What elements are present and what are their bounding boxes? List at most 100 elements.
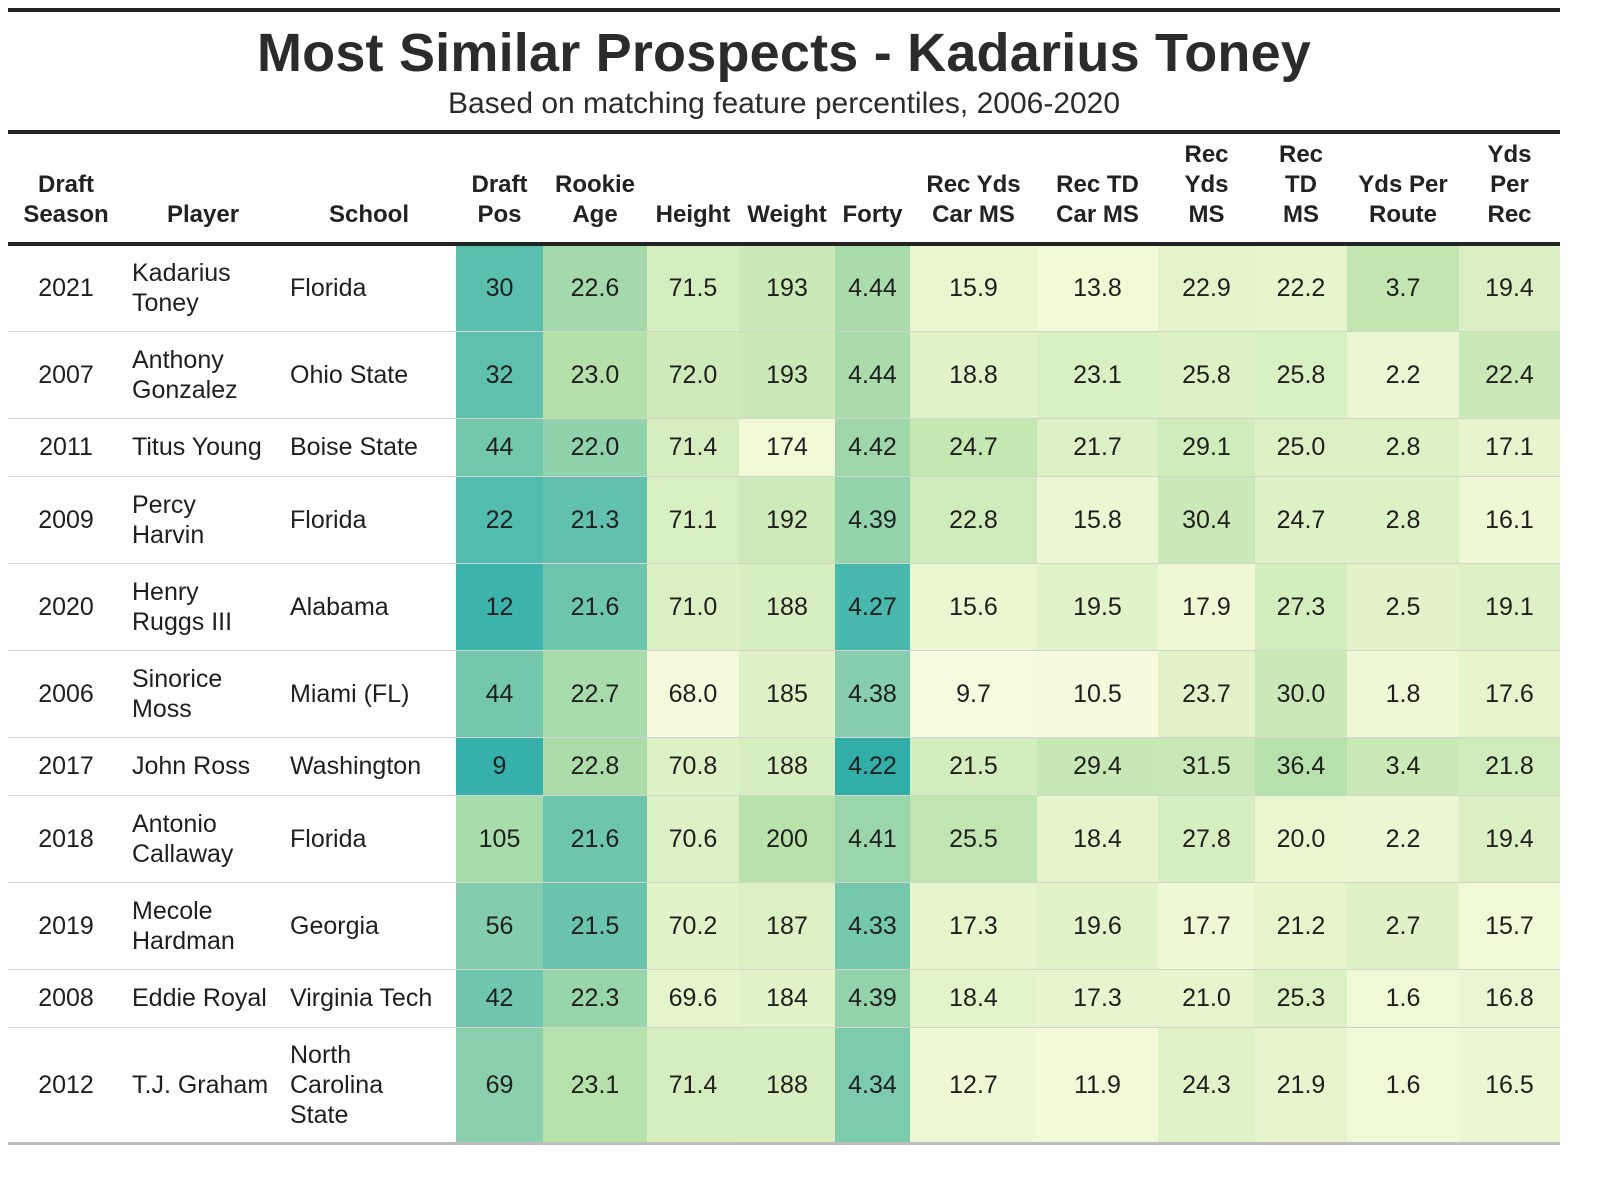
cell-yds-per-route: 2.2 [1347, 795, 1459, 883]
table-row: 2017 John Ross Washington 9 22.8 70.8 188 4.22 2… [8, 737, 1560, 796]
cell-rec-td-car-ms: 13.8 [1037, 244, 1158, 332]
column-header-line: Rec [1184, 141, 1229, 168]
column-header-rec-yds-car-ms: Rec Yds Car MS [910, 134, 1037, 246]
cell-weight: 192 [739, 476, 835, 564]
header-rule [8, 130, 1560, 134]
cell-height: 71.4 [647, 418, 739, 477]
cell-school: Georgia [282, 882, 456, 970]
cell-forty: 4.42 [835, 418, 910, 477]
school-line: Florida [290, 274, 367, 303]
cell-rookie-age: 22.8 [543, 737, 647, 796]
player-line: T.J. Graham [132, 1070, 269, 1099]
column-header-season: Draft Season [8, 134, 124, 246]
cell-rec-yds-car-ms: 15.6 [910, 563, 1037, 651]
cell-height: 69.6 [647, 969, 739, 1028]
table-row: 2018 Antonio Callaway Florida 105 21.6 70.6 200… [8, 795, 1560, 883]
cell-rec-td-ms: 27.3 [1255, 563, 1347, 651]
cell-school: Alabama [282, 563, 456, 651]
cell-yds-per-route: 3.4 [1347, 737, 1459, 796]
cell-rec-td-ms: 25.0 [1255, 418, 1347, 477]
player-line: Hardman [132, 926, 235, 955]
cell-player: Henry Ruggs III [124, 563, 282, 651]
column-header-line: Rec TD [1056, 171, 1139, 198]
player-line: Kadarius [132, 259, 231, 288]
player-line: Harvin [132, 520, 205, 549]
cell-forty: 4.22 [835, 737, 910, 796]
column-header-line: Draft [37, 171, 94, 198]
cell-yds-per-rec: 17.1 [1459, 418, 1560, 477]
cell-height: 71.5 [647, 244, 739, 332]
cell-school: Virginia Tech [282, 969, 456, 1028]
school-line: Alabama [290, 592, 389, 621]
cell-rec-td-car-ms: 17.3 [1037, 969, 1158, 1028]
school-line: Florida [290, 824, 367, 853]
cell-yds-per-route: 1.8 [1347, 650, 1459, 738]
cell-draft-pos: 44 [456, 650, 543, 738]
table-row: 2012 T.J. Graham North Carolina State 69 23.1 7… [8, 1027, 1560, 1145]
table-row: 2020 Henry Ruggs III Alabama 12 21.6 71.0 188 4.… [8, 563, 1560, 651]
cell-draft-pos: 32 [456, 331, 543, 419]
player-line: Mecole [132, 896, 213, 925]
cell-season: 2020 [8, 563, 124, 651]
cell-rec-td-ms: 22.2 [1255, 244, 1347, 332]
chart-title: Most Similar Prospects - Kadarius Toney [256, 23, 1312, 83]
cell-player: Eddie Royal [124, 969, 282, 1028]
column-header-line: Yds [1487, 141, 1532, 168]
cell-player: Mecole Hardman [124, 882, 282, 970]
cell-weight: 193 [739, 331, 835, 419]
cell-rec-yds-car-ms: 21.5 [910, 737, 1037, 796]
player-line: Moss [132, 694, 192, 723]
cell-rec-yds-car-ms: 12.7 [910, 1027, 1037, 1145]
column-header-line: MS [1283, 201, 1319, 228]
cell-season: 2008 [8, 969, 124, 1028]
cell-rec-td-ms: 24.7 [1255, 476, 1347, 564]
column-header-line: Yds [1184, 171, 1229, 198]
cell-weight: 188 [739, 737, 835, 796]
player-line: Toney [132, 289, 199, 318]
cell-rec-yds-ms: 22.9 [1158, 244, 1255, 332]
column-header-line: Player [166, 201, 240, 228]
cell-forty: 4.33 [835, 882, 910, 970]
cell-season: 2009 [8, 476, 124, 564]
cell-rec-td-ms: 20.0 [1255, 795, 1347, 883]
cell-rec-td-car-ms: 19.6 [1037, 882, 1158, 970]
cell-weight: 184 [739, 969, 835, 1028]
cell-player: T.J. Graham [124, 1027, 282, 1145]
cell-rec-td-ms: 21.2 [1255, 882, 1347, 970]
cell-draft-pos: 22 [456, 476, 543, 564]
cell-rookie-age: 21.3 [543, 476, 647, 564]
cell-rec-yds-car-ms: 18.8 [910, 331, 1037, 419]
column-header-line: Per [1490, 171, 1529, 198]
cell-forty: 4.39 [835, 969, 910, 1028]
cell-rec-td-ms: 21.9 [1255, 1027, 1347, 1145]
cell-yds-per-rec: 19.1 [1459, 563, 1560, 651]
cell-yds-per-rec: 15.7 [1459, 882, 1560, 970]
column-header-rookie-age: Rookie Age [543, 134, 647, 246]
column-header-player: Player [124, 134, 282, 246]
column-header-line: Route [1369, 201, 1437, 228]
column-header-line: Forty [842, 201, 903, 228]
column-header-forty: Forty [835, 134, 910, 246]
cell-rec-yds-ms: 24.3 [1158, 1027, 1255, 1145]
cell-height: 70.6 [647, 795, 739, 883]
table-row: 2008 Eddie Royal Virginia Tech 42 22.3 69.6 18… [8, 969, 1560, 1028]
table-body: 2021 Kadarius Toney Florida 30 22.6 71.5 193 4.4… [8, 244, 1560, 1145]
cell-rookie-age: 22.3 [543, 969, 647, 1028]
column-header-yds-per-rec: Yds Per Rec [1459, 134, 1560, 246]
cell-season: 2006 [8, 650, 124, 738]
cell-rec-yds-ms: 25.8 [1158, 331, 1255, 419]
cell-weight: 174 [739, 418, 835, 477]
cell-season: 2012 [8, 1027, 124, 1145]
cell-rookie-age: 22.7 [543, 650, 647, 738]
column-header-height: Height [647, 134, 739, 246]
school-line: State [290, 1100, 349, 1129]
cell-yds-per-route: 1.6 [1347, 1027, 1459, 1145]
cell-draft-pos: 12 [456, 563, 543, 651]
cell-season: 2019 [8, 882, 124, 970]
school-line: Miami (FL) [290, 679, 410, 708]
cell-school: North Carolina State [282, 1027, 456, 1145]
cell-season: 2007 [8, 331, 124, 419]
table-header: Draft Season Player School Draft Pos Rookie Age… [8, 134, 1560, 246]
cell-yds-per-route: 1.6 [1347, 969, 1459, 1028]
player-line: Percy [132, 490, 196, 519]
